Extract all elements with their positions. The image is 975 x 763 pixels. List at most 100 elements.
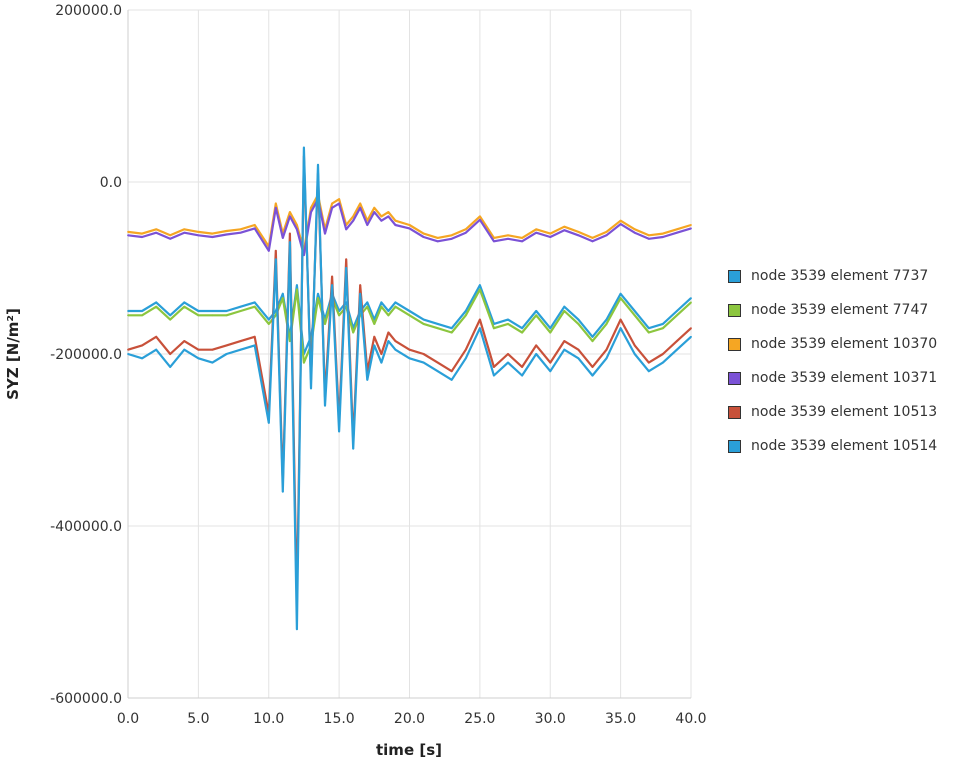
series-5-point [338, 430, 341, 433]
series-2-point [661, 232, 664, 235]
series-1-point [303, 361, 305, 364]
tick-labels: 0.0 5.0 10.0 15.0 20.0 25.0 30.0 35.0 40.0 200000… [50, 3, 706, 727]
series-3-point [535, 231, 538, 234]
series-3-point [331, 206, 333, 209]
series-4-point [661, 353, 664, 355]
series-layer [127, 146, 692, 631]
series-0-point [422, 318, 425, 321]
legend-swatch [728, 303, 741, 317]
series-0-point [661, 323, 664, 325]
series-0-point [169, 314, 172, 317]
series-5-point [366, 378, 369, 381]
series-0-point [464, 310, 467, 312]
series-2-point [591, 237, 594, 239]
series-5-point [281, 490, 284, 493]
legend-item[interactable]: node 3539 element 10513 [728, 395, 937, 429]
series-1-point [274, 314, 277, 317]
legend-swatch [728, 371, 741, 385]
series-5-point [359, 292, 362, 295]
series-3-point [324, 232, 326, 235]
legend-label: node 3539 element 10371 [751, 370, 938, 386]
series-1-point [633, 314, 636, 317]
series-2-point [436, 237, 439, 239]
x-tick-label: 10.0 [253, 711, 284, 727]
series-3-point [619, 223, 622, 226]
series-2-point [394, 219, 397, 222]
series-5-point [303, 146, 305, 149]
series-3-point [352, 219, 355, 222]
series-2-point [450, 234, 453, 237]
legend-item[interactable]: node 3539 element 7737 [728, 259, 937, 293]
y-tick-label: -600000.0 [50, 691, 122, 707]
series-4-point [197, 348, 200, 351]
series-5-point [310, 387, 312, 390]
series-1-point [605, 323, 608, 325]
series-4-point [647, 361, 650, 364]
series-5-point [288, 241, 291, 244]
series-0-point [549, 327, 552, 330]
series-4-point [563, 340, 566, 342]
legend-item[interactable]: node 3539 element 10514 [728, 429, 937, 463]
series-0-point [408, 310, 411, 312]
series-2-point [619, 219, 622, 222]
series-3-point [422, 236, 425, 238]
series-0-point [521, 327, 523, 330]
series-2-point [169, 234, 172, 237]
series-2-point [380, 215, 383, 218]
series-5-point [394, 348, 397, 351]
legend-item[interactable]: node 3539 element 10371 [728, 361, 937, 395]
x-tick-label: 25.0 [464, 711, 495, 727]
legend-item[interactable]: node 3539 element 7747 [728, 293, 937, 327]
series-0-point [633, 310, 636, 312]
series-0-point [647, 327, 650, 330]
series-3-point [155, 231, 158, 234]
series-1-point [464, 314, 467, 317]
series-3-point [563, 229, 566, 232]
series-0-point [387, 310, 390, 312]
series-1-point [661, 327, 664, 330]
series-2-point [183, 228, 186, 231]
series-5-point [267, 421, 270, 424]
series-3-point [436, 240, 439, 243]
series-5-point [647, 370, 650, 373]
series-0-point [676, 310, 678, 312]
series-1-point [373, 323, 376, 325]
series-2-point [507, 234, 509, 237]
series-3-point [478, 218, 481, 221]
series-1-point [281, 297, 284, 299]
series-3-point [676, 231, 678, 234]
series-2-point [493, 237, 495, 239]
series-5-point [690, 335, 692, 338]
legend-swatch [728, 337, 741, 351]
series-4-point [493, 366, 495, 368]
series-5-point [478, 327, 481, 330]
series-1-point [183, 305, 186, 308]
series-4-point [331, 275, 333, 278]
series-3-point [408, 227, 411, 230]
series-5-point [507, 361, 509, 364]
series-3-point [633, 231, 636, 234]
series-3-point [373, 211, 376, 214]
series-0-point [535, 310, 538, 312]
series-3-point [303, 254, 305, 256]
series-2-point [408, 224, 411, 226]
series-0-point [591, 335, 594, 338]
series-line-3 [127, 198, 692, 257]
series-5-point [239, 348, 242, 351]
x-tick-label: 40.0 [675, 711, 706, 727]
series-1-point [211, 314, 214, 317]
y-tick-label: 0.0 [100, 175, 122, 191]
series-3-point [394, 224, 397, 226]
series-1-point [577, 323, 580, 325]
series-5-point [352, 447, 355, 450]
series-2-point [478, 215, 481, 218]
series-line-5 [127, 146, 692, 631]
series-3-point [288, 215, 291, 218]
x-tick-label: 35.0 [605, 711, 636, 727]
series-4-point [605, 348, 608, 351]
series-3-point [507, 237, 509, 240]
series-2-point [296, 224, 298, 226]
legend-item[interactable]: node 3539 element 10370 [728, 327, 937, 361]
series-5-point [521, 374, 523, 377]
series-5-point [661, 361, 664, 364]
